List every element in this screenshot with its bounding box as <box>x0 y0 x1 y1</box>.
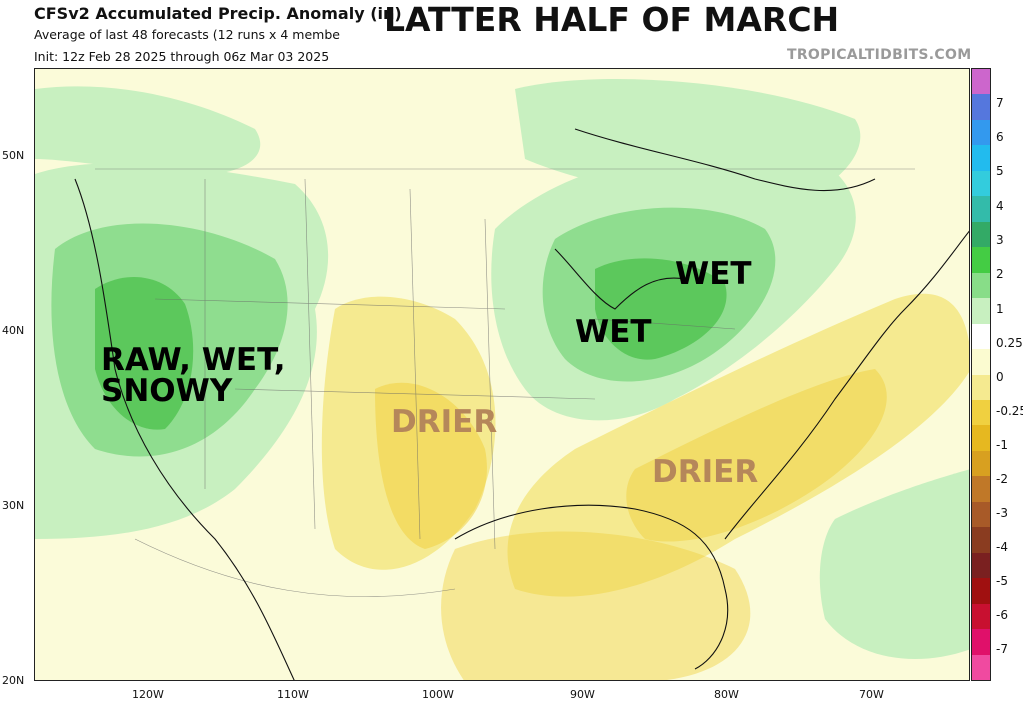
colorbar-segment <box>972 94 990 121</box>
colorbar-label: -6 <box>996 608 1008 622</box>
colorbar-segment <box>972 221 990 248</box>
colorbar-label: 2 <box>996 267 1004 281</box>
colorbar-segment <box>972 170 990 197</box>
headline: LATTER HALF OF MARCH <box>384 0 840 39</box>
lon-label-110w: 110W <box>277 688 309 701</box>
lon-label-90w: 90W <box>570 688 595 701</box>
colorbar <box>971 68 991 681</box>
colorbar-label: -1 <box>996 438 1008 452</box>
colorbar-label: 5 <box>996 164 1004 178</box>
colorbar-segment <box>972 145 990 172</box>
colorbar-segment <box>972 196 990 223</box>
colorbar-label: 0.25 <box>996 336 1023 350</box>
colorbar-label: -3 <box>996 506 1008 520</box>
map-canvas <box>35 69 969 680</box>
colorbar-segment <box>972 298 990 325</box>
colorbar-label: 0 <box>996 370 1004 384</box>
colorbar-label: 7 <box>996 96 1004 110</box>
colorbar-segment <box>972 476 990 503</box>
lon-label-100w: 100W <box>422 688 454 701</box>
colorbar-segment <box>972 527 990 554</box>
colorbar-segment <box>972 629 990 656</box>
lon-label-120w: 120W <box>132 688 164 701</box>
precip-anomaly-map: RAW, WET, SNOWY WET WET DRIER DRIER <box>34 68 970 681</box>
colorbar-label: -2 <box>996 472 1008 486</box>
colorbar-segment <box>972 323 990 350</box>
colorbar-segment <box>972 578 990 605</box>
annotation-wet-midwest: WET <box>575 314 652 350</box>
init-time: Init: 12z Feb 28 2025 through 06z Mar 03… <box>34 49 330 64</box>
site-credit: TROPICALTIDBITS.COM <box>787 47 972 63</box>
colorbar-label: 3 <box>996 233 1004 247</box>
annotation-line: RAW, WET, <box>101 342 286 378</box>
colorbar-segment <box>972 272 990 299</box>
colorbar-segment <box>972 247 990 274</box>
lat-label-20n: 20N <box>2 674 25 687</box>
lat-label-30n: 30N <box>2 499 25 512</box>
annotation-raw-wet-snowy: RAW, WET, SNOWY <box>101 345 286 407</box>
colorbar-label: -4 <box>996 540 1008 554</box>
lon-label-80w: 80W <box>714 688 739 701</box>
colorbar-segment <box>972 69 990 95</box>
colorbar-segment <box>972 119 990 146</box>
colorbar-label: 1 <box>996 302 1004 316</box>
colorbar-label: -5 <box>996 574 1008 588</box>
annotation-drier-southeast: DRIER <box>652 454 759 490</box>
colorbar-segment <box>972 450 990 477</box>
colorbar-segment <box>972 654 990 681</box>
lat-label-50n: 50N <box>2 149 25 162</box>
map-title: CFSv2 Accumulated Precip. Anomaly (in) <box>34 4 402 23</box>
colorbar-label: -0.25 <box>996 404 1023 418</box>
colorbar-segment <box>972 603 990 630</box>
lat-label-40n: 40N <box>2 324 25 337</box>
colorbar-segment <box>972 374 990 401</box>
colorbar-segment <box>972 552 990 579</box>
lon-label-70w: 70W <box>859 688 884 701</box>
colorbar-label: 4 <box>996 199 1004 213</box>
colorbar-segment <box>972 399 990 426</box>
colorbar-segment <box>972 425 990 452</box>
annotation-drier-plains: DRIER <box>391 404 498 440</box>
colorbar-label: -7 <box>996 642 1008 656</box>
map-subtitle: Average of last 48 forecasts (12 runs x … <box>34 27 340 42</box>
colorbar-segment <box>972 349 990 375</box>
colorbar-label: 6 <box>996 130 1004 144</box>
annotation-wet-great-lakes: WET <box>675 256 752 292</box>
annotation-line: SNOWY <box>101 373 233 409</box>
colorbar-segment <box>972 501 990 528</box>
